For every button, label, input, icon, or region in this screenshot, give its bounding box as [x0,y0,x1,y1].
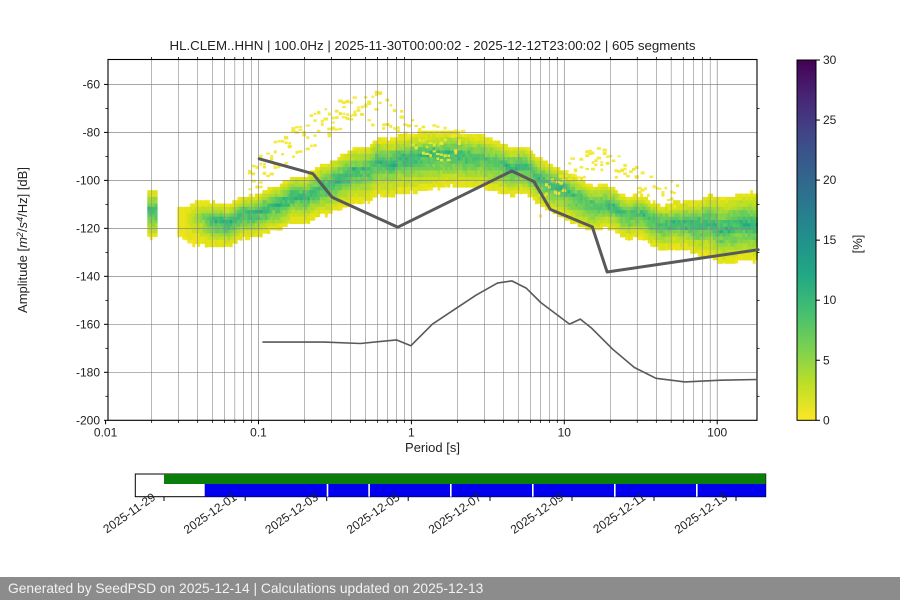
svg-text:5: 5 [823,353,830,367]
svg-text:0: 0 [823,413,830,427]
svg-text:20: 20 [823,173,837,187]
svg-text:100: 100 [707,425,727,439]
svg-text:Amplitude [m2/s4/Hz] [dB]: Amplitude [m2/s4/Hz] [dB] [15,167,30,313]
svg-text:0.1: 0.1 [250,425,267,439]
svg-text:[%]: [%] [850,235,865,254]
svg-text:30: 30 [823,53,837,67]
svg-text:-120: -120 [76,221,100,235]
svg-text:-160: -160 [76,317,100,331]
svg-text:0.01: 0.01 [94,425,118,439]
svg-text:-140: -140 [76,269,100,283]
svg-text:25: 25 [823,113,837,127]
svg-text:1: 1 [408,425,415,439]
svg-text:-80: -80 [83,125,101,139]
svg-text:-180: -180 [76,365,100,379]
svg-text:Period [s]: Period [s] [405,440,460,455]
svg-text:-100: -100 [76,173,100,187]
svg-text:15: 15 [823,233,837,247]
svg-text:-60: -60 [83,77,101,91]
svg-text:10: 10 [823,293,837,307]
svg-text:10: 10 [558,425,572,439]
svg-text:2025-11-29: 2025-11-29 [101,490,159,536]
